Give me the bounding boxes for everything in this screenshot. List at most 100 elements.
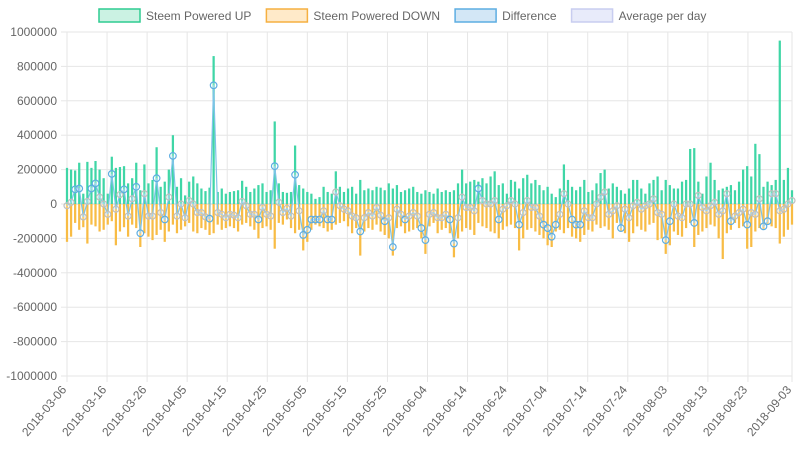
bar-up[interactable] [122, 166, 126, 204]
difference-point[interactable] [107, 169, 116, 178]
bar-up[interactable] [420, 193, 423, 204]
bar-up[interactable] [208, 187, 211, 204]
difference-point[interactable] [568, 215, 576, 224]
bar-up[interactable] [562, 164, 566, 204]
bar-up[interactable] [265, 191, 268, 204]
bar-up[interactable] [391, 188, 394, 204]
difference-point[interactable] [327, 215, 336, 224]
difference-point[interactable] [503, 202, 511, 210]
difference-point[interactable] [79, 213, 87, 221]
bar-down[interactable] [562, 204, 566, 234]
difference-point[interactable] [388, 243, 397, 251]
bar-down[interactable] [131, 204, 134, 225]
bar-down[interactable] [375, 204, 378, 225]
bar-up[interactable] [534, 179, 537, 204]
bar-down[interactable] [65, 204, 69, 242]
difference-point[interactable] [470, 207, 478, 215]
bar-up[interactable] [302, 188, 305, 204]
bar-up[interactable] [481, 178, 484, 204]
bar-up[interactable] [126, 183, 130, 204]
bar-up[interactable] [709, 162, 712, 204]
difference-point[interactable] [702, 207, 711, 215]
bar-up[interactable] [355, 193, 358, 204]
bar-up[interactable] [566, 179, 570, 204]
bar-down[interactable] [465, 204, 468, 229]
bar-down[interactable] [460, 204, 464, 232]
bar-up[interactable] [733, 190, 737, 204]
bar-up[interactable] [106, 193, 109, 204]
difference-point[interactable] [344, 207, 352, 215]
difference-point[interactable] [625, 214, 633, 222]
difference-point[interactable] [332, 188, 340, 196]
difference-point[interactable] [100, 200, 108, 208]
bar-down[interactable] [693, 204, 696, 247]
difference-point[interactable] [519, 209, 527, 217]
difference-point[interactable] [458, 193, 466, 201]
bar-down[interactable] [786, 204, 790, 230]
bar-up[interactable] [416, 191, 419, 204]
bar-down[interactable] [151, 204, 154, 241]
difference-point[interactable] [299, 231, 308, 239]
difference-point[interactable] [205, 214, 214, 223]
bar-down[interactable] [122, 204, 126, 228]
bar-up[interactable] [579, 186, 582, 204]
bar-up[interactable] [220, 188, 223, 204]
bar-up[interactable] [648, 183, 651, 204]
bar-down[interactable] [684, 204, 688, 229]
difference-point[interactable] [788, 196, 796, 205]
bar-up[interactable] [322, 186, 325, 204]
bar-up[interactable] [151, 179, 154, 204]
bar-down[interactable] [269, 204, 272, 230]
bar-up[interactable] [289, 191, 293, 204]
bar-up[interactable] [542, 190, 545, 204]
bar-up[interactable] [350, 186, 354, 204]
bar-up[interactable] [522, 178, 525, 204]
difference-point[interactable] [238, 197, 246, 206]
bar-down[interactable] [69, 204, 73, 237]
bar-up[interactable] [664, 179, 667, 204]
bar-up[interactable] [473, 179, 476, 204]
difference-point[interactable] [772, 190, 780, 198]
difference-point[interactable] [474, 184, 483, 193]
bar-up[interactable] [200, 188, 203, 204]
bar-up[interactable] [118, 167, 122, 204]
difference-point[interactable] [670, 200, 678, 208]
bar-down[interactable] [640, 204, 643, 230]
bar-down[interactable] [171, 204, 175, 225]
bar-up[interactable] [338, 186, 342, 204]
bar-up[interactable] [318, 197, 321, 204]
bar-down[interactable] [509, 204, 513, 225]
bar-down[interactable] [192, 204, 195, 232]
difference-point[interactable] [719, 207, 727, 215]
bar-up[interactable] [82, 193, 85, 204]
difference-point[interactable] [116, 190, 124, 199]
bar-down[interactable] [212, 204, 215, 234]
bar-down[interactable] [228, 204, 232, 227]
bar-up[interactable] [102, 178, 105, 204]
bar-up[interactable] [78, 162, 81, 204]
difference-point[interactable] [531, 203, 539, 212]
bar-up[interactable] [159, 186, 162, 204]
bar-down[interactable] [302, 204, 305, 251]
bar-up[interactable] [444, 190, 447, 204]
bar-up[interactable] [359, 179, 362, 204]
bar-down[interactable] [273, 204, 276, 249]
bar-up[interactable] [497, 185, 500, 204]
bar-down[interactable] [208, 204, 211, 235]
difference-point[interactable] [543, 224, 552, 232]
bar-up[interactable] [570, 186, 574, 204]
bar-up[interactable] [395, 185, 399, 204]
bar-up[interactable] [306, 191, 309, 204]
bar-down[interactable] [599, 204, 602, 229]
bar-down[interactable] [501, 204, 504, 230]
difference-point[interactable] [690, 219, 699, 227]
bar-down[interactable] [615, 204, 618, 223]
bar-up[interactable] [375, 186, 378, 204]
bar-down[interactable] [265, 204, 268, 227]
bar-down[interactable] [689, 204, 692, 223]
bar-down[interactable] [90, 204, 93, 225]
bar-up[interactable] [636, 179, 639, 204]
difference-point[interactable] [148, 212, 157, 220]
legend-item-3[interactable]: Average per day [570, 8, 707, 23]
bar-up[interactable] [652, 179, 655, 204]
